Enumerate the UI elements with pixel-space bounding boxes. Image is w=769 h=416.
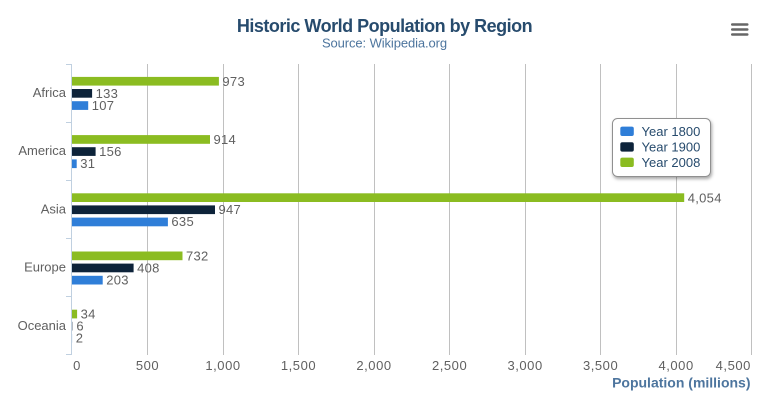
svg-text:1,000: 1,000 bbox=[205, 358, 240, 373]
svg-text:2,000: 2,000 bbox=[356, 358, 391, 373]
svg-text:947: 947 bbox=[219, 202, 242, 217]
svg-text:156: 156 bbox=[99, 144, 122, 159]
svg-text:1,500: 1,500 bbox=[281, 358, 316, 373]
svg-text:Historic World Population by R: Historic World Population by Region bbox=[237, 16, 532, 36]
svg-text:Oceania: Oceania bbox=[18, 318, 67, 333]
svg-text:America: America bbox=[18, 143, 66, 158]
svg-text:31: 31 bbox=[80, 156, 95, 171]
svg-text:Asia: Asia bbox=[41, 201, 67, 216]
svg-text:914: 914 bbox=[214, 132, 237, 147]
svg-text:3,500: 3,500 bbox=[583, 358, 618, 373]
svg-text:635: 635 bbox=[171, 214, 194, 229]
svg-text:Population (millions): Population (millions) bbox=[612, 375, 750, 391]
svg-text:133: 133 bbox=[96, 86, 119, 101]
svg-text:4,054: 4,054 bbox=[688, 190, 722, 205]
svg-text:0: 0 bbox=[73, 358, 81, 373]
svg-text:203: 203 bbox=[106, 272, 129, 287]
svg-text:6: 6 bbox=[76, 319, 84, 334]
svg-text:Year 1900: Year 1900 bbox=[642, 139, 701, 154]
svg-text:408: 408 bbox=[137, 260, 160, 275]
svg-text:Source: Wikipedia.org: Source: Wikipedia.org bbox=[322, 36, 447, 51]
svg-text:2: 2 bbox=[76, 331, 84, 346]
svg-text:2,500: 2,500 bbox=[432, 358, 467, 373]
svg-text:Africa: Africa bbox=[33, 85, 67, 100]
svg-text:973: 973 bbox=[222, 74, 245, 89]
svg-text:107: 107 bbox=[92, 98, 115, 113]
svg-text:34: 34 bbox=[81, 307, 96, 322]
svg-text:Europe: Europe bbox=[24, 260, 66, 275]
svg-text:3,000: 3,000 bbox=[507, 358, 542, 373]
svg-text:Year 2008: Year 2008 bbox=[642, 155, 701, 170]
svg-text:4,500: 4,500 bbox=[716, 358, 751, 373]
svg-text:4,000: 4,000 bbox=[658, 358, 693, 373]
svg-text:732: 732 bbox=[186, 249, 209, 264]
svg-text:Year 1800: Year 1800 bbox=[642, 124, 701, 139]
svg-text:500: 500 bbox=[136, 358, 159, 373]
